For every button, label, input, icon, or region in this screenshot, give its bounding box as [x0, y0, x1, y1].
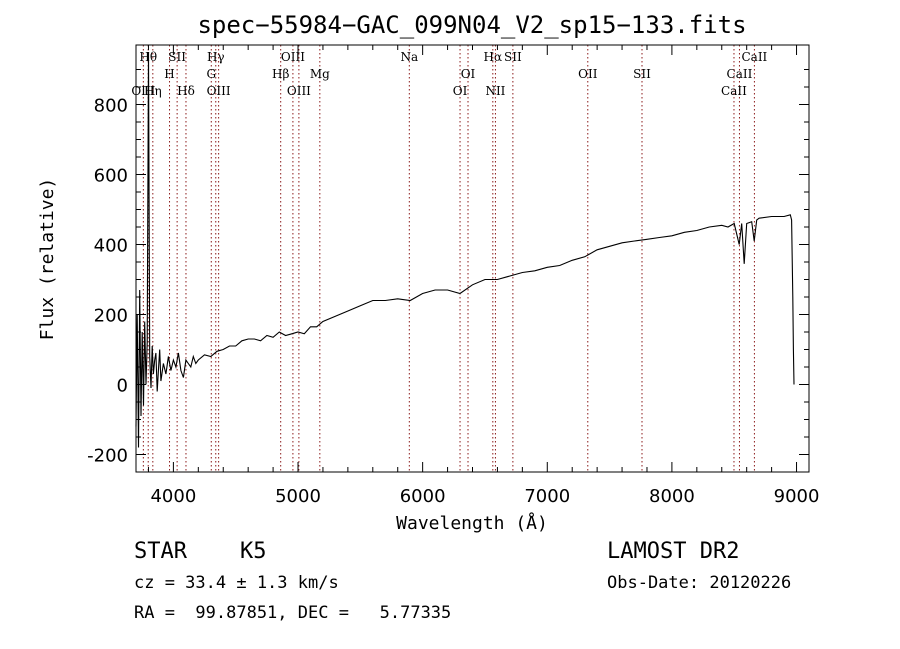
- y-tick-label-3: 400: [94, 236, 128, 257]
- y-axis-ticks: -200 0 200 400 600 800: [87, 69, 809, 467]
- plot-frame: [135, 44, 810, 473]
- x-axis-ticks: 4000 5000 6000 7000 8000 9000: [147, 45, 820, 507]
- object-class: STAR: [134, 539, 187, 564]
- spectrum-flux-line: [135, 51, 795, 448]
- line-label-12: Mg: [310, 67, 330, 81]
- coordinates: RA = 99.87851, DEC = 5.77335: [134, 603, 452, 623]
- line-label-9: OIII: [281, 50, 305, 64]
- x-tick-label-0: 4000: [150, 486, 196, 507]
- line-label-4: SII: [168, 50, 186, 64]
- line-label-3: H: [164, 67, 174, 81]
- x-tick-label-5: 9000: [774, 486, 820, 507]
- line-label-8: OIII: [207, 84, 231, 98]
- line-label-18: NII: [485, 84, 505, 98]
- spectral-line-markers: HθOIIIHηHSIIHδHγGOIIIOIIIHβOIIIMgNaOIOIH…: [131, 45, 768, 472]
- x-axis-label: Wavelength (Å): [396, 512, 548, 534]
- line-label-20: SII: [633, 67, 651, 81]
- line-label-21: CaII: [741, 50, 767, 64]
- x-tick-label-2: 6000: [400, 486, 446, 507]
- survey-name: LAMOST DR2: [607, 539, 740, 564]
- y-tick-label-1: 0: [117, 376, 128, 397]
- line-label-16: Hα: [484, 50, 503, 64]
- chart-title: spec−55984−GAC_099N04_V2_sp15−133.fits: [197, 11, 746, 39]
- line-label-17: SII: [504, 50, 522, 64]
- line-label-14: OI: [461, 67, 476, 81]
- line-label-5: Hδ: [177, 84, 195, 98]
- line-label-10: Hβ: [272, 67, 289, 81]
- line-label-6: Hγ: [207, 50, 225, 64]
- y-tick-label-5: 800: [94, 96, 128, 117]
- x-tick-label-4: 8000: [649, 486, 695, 507]
- line-label-19: OII: [578, 67, 598, 81]
- line-label-11: OIII: [287, 84, 311, 98]
- y-tick-label-0: -200: [87, 446, 128, 467]
- line-label-7: G: [206, 67, 216, 81]
- y-tick-label-4: 600: [94, 166, 128, 187]
- observation-date: Obs-Date: 20120226: [607, 573, 792, 593]
- line-label-13: Na: [400, 50, 418, 64]
- y-tick-label-2: 200: [94, 306, 128, 327]
- line-label-2: Hη: [144, 84, 162, 98]
- redshift-velocity: cz = 33.4 ± 1.3 km/s: [134, 573, 339, 593]
- line-label-15: OI: [453, 84, 468, 98]
- line-label-22: CaII: [727, 67, 753, 81]
- x-tick-label-1: 5000: [275, 486, 321, 507]
- object-subclass: K5: [240, 539, 267, 564]
- y-axis-label: Flux (relative): [37, 178, 58, 341]
- x-tick-label-3: 7000: [524, 486, 570, 507]
- line-label-23: CaII: [721, 84, 747, 98]
